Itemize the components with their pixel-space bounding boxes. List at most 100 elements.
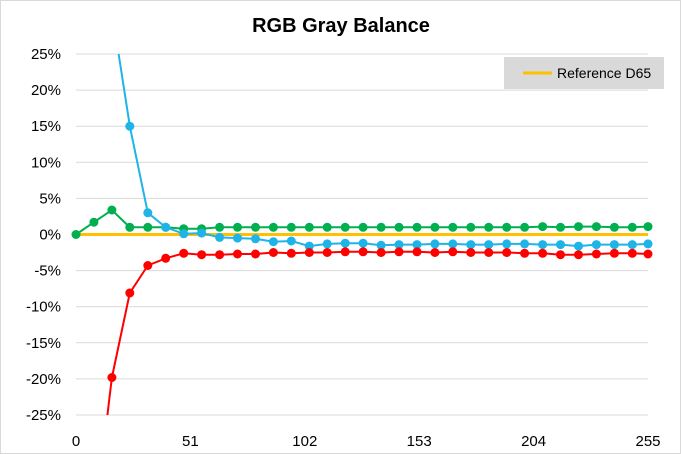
x-tick-label: 255 [635,433,660,450]
data-point [268,237,278,247]
data-point [448,247,458,257]
y-tick-label: -10% [26,299,61,316]
data-point [484,222,494,232]
data-point [143,208,153,218]
data-point [520,248,530,258]
data-point [520,239,530,249]
legend: Reference D65 [504,57,664,89]
data-point [538,240,548,250]
data-point [143,261,153,270]
data-point [574,241,583,251]
data-point [107,373,117,382]
data-point [179,248,189,258]
data-point [358,238,368,248]
series-layer [71,53,653,416]
data-point [251,222,260,232]
data-point [627,222,637,232]
data-point [466,248,476,257]
y-tick-label: -5% [34,263,61,280]
y-tick-label: -20% [26,371,61,388]
data-point [233,222,242,232]
data-point [484,240,494,250]
data-point [502,222,512,232]
data-point [233,249,242,259]
y-tick-label: 0% [39,227,61,244]
data-point [286,236,296,246]
y-tick-label: 10% [31,154,61,171]
data-point [591,222,601,232]
data-point [340,247,350,257]
data-point [358,247,368,257]
y-tick-label: -25% [26,407,61,424]
data-point [556,240,565,250]
data-point [286,248,296,258]
data-point [304,248,314,257]
data-point [430,222,440,232]
data-point [143,222,153,232]
data-point [556,250,565,260]
data-point [466,222,476,232]
data-point [125,121,135,131]
data-point [538,222,548,232]
x-tick-label: 51 [182,433,199,450]
series-line-offscale [106,377,113,416]
data-point [574,222,583,232]
data-point [484,248,494,257]
y-tick-label: 25% [31,46,61,63]
x-tick-label: 102 [292,433,317,450]
x-tick-label: 153 [407,433,432,450]
y-tick-label: 20% [31,82,61,99]
data-point [251,234,260,244]
data-point [394,240,404,250]
data-point [322,239,332,249]
data-point [591,240,601,250]
data-point [609,248,619,258]
data-point [502,239,512,249]
data-point [430,239,440,249]
data-point [627,240,637,250]
data-point [574,250,583,260]
data-point [340,222,350,232]
data-point [412,240,422,250]
data-point [161,222,171,232]
data-point [412,222,422,232]
data-point [609,240,619,250]
legend-label-reference: Reference D65 [557,65,651,81]
data-point [412,247,422,257]
data-point [286,222,296,232]
data-point [197,228,207,238]
data-point [215,250,225,260]
x-tick-label: 204 [521,433,546,450]
data-point [448,239,458,249]
data-point [358,222,368,232]
data-point [430,248,440,257]
series-line-offscale [117,53,131,127]
data-point [322,248,332,257]
data-point [394,222,404,232]
data-point [71,230,81,239]
x-tick-label: 0 [72,433,80,450]
data-point [627,248,637,258]
data-point [538,248,548,258]
data-point [268,248,278,257]
data-point [197,250,207,260]
y-tick-label: 5% [39,190,61,207]
chart-title: RGB Gray Balance [252,15,430,37]
data-point [89,217,99,227]
data-point [376,222,386,232]
data-point [215,232,225,242]
data-point [643,249,653,259]
data-point [233,233,242,243]
data-point [215,222,225,232]
data-point [125,288,135,298]
axis-labels: 25% 20% 15% 10% 5% 0% -5% -10% -15% -20% -25% 0 51 10… [26,46,661,450]
data-point [304,222,314,232]
data-point [502,248,512,257]
data-point [643,239,653,249]
data-point [161,253,171,263]
data-point [268,222,278,232]
data-point [340,238,350,248]
y-tick-label: 15% [31,118,61,135]
data-point [466,240,476,250]
